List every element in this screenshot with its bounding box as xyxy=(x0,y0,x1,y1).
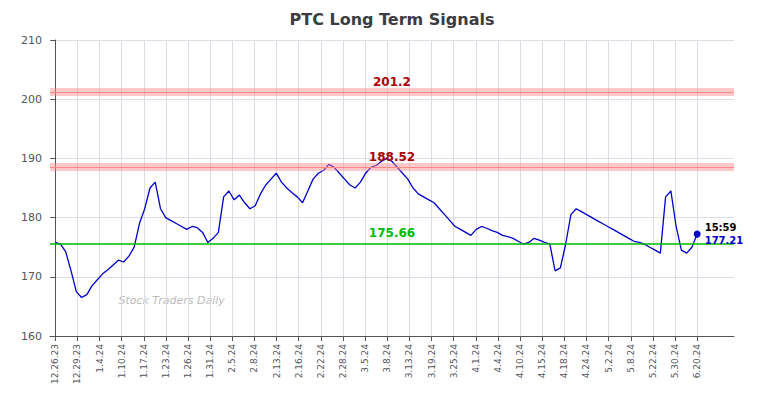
svg-text:12.29.23: 12.29.23 xyxy=(72,344,82,384)
svg-text:5.2.24: 5.2.24 xyxy=(604,344,614,373)
svg-text:177.21: 177.21 xyxy=(705,235,744,246)
svg-text:PTC Long Term Signals: PTC Long Term Signals xyxy=(290,10,495,29)
svg-text:188.52: 188.52 xyxy=(369,150,415,164)
svg-text:5.30.24: 5.30.24 xyxy=(670,344,680,379)
svg-text:4.4.24: 4.4.24 xyxy=(493,344,503,373)
svg-text:200: 200 xyxy=(21,93,42,106)
svg-text:3.5.24: 3.5.24 xyxy=(360,344,370,373)
svg-text:12.26.23: 12.26.23 xyxy=(50,344,60,384)
svg-text:4.1.24: 4.1.24 xyxy=(471,344,481,373)
svg-text:201.2: 201.2 xyxy=(373,75,411,89)
svg-text:2.16.24: 2.16.24 xyxy=(294,344,304,379)
svg-text:3.13.24: 3.13.24 xyxy=(404,344,414,379)
svg-text:1.31.24: 1.31.24 xyxy=(205,344,215,379)
svg-text:210: 210 xyxy=(21,34,42,47)
svg-text:4.24.24: 4.24.24 xyxy=(581,344,591,379)
svg-text:4.15.24: 4.15.24 xyxy=(537,344,547,379)
svg-text:15:59: 15:59 xyxy=(705,222,737,233)
svg-text:5.22.24: 5.22.24 xyxy=(648,344,658,379)
svg-text:1.23.24: 1.23.24 xyxy=(161,344,171,379)
svg-text:3.19.24: 3.19.24 xyxy=(427,344,437,379)
svg-text:2.22.24: 2.22.24 xyxy=(316,344,326,379)
svg-text:190: 190 xyxy=(21,152,42,165)
svg-text:3.25.24: 3.25.24 xyxy=(449,344,459,379)
svg-text:2.28.24: 2.28.24 xyxy=(338,344,348,379)
svg-text:160: 160 xyxy=(21,330,42,343)
svg-text:6.20.24: 6.20.24 xyxy=(692,344,702,379)
svg-text:2.5.24: 2.5.24 xyxy=(227,344,237,373)
svg-text:1.4.24: 1.4.24 xyxy=(95,344,105,373)
svg-text:175.66: 175.66 xyxy=(369,226,415,240)
svg-text:4.10.24: 4.10.24 xyxy=(515,344,525,379)
svg-text:4.18.24: 4.18.24 xyxy=(559,344,569,379)
svg-text:Stock Traders Daily: Stock Traders Daily xyxy=(118,294,225,307)
svg-text:2.8.24: 2.8.24 xyxy=(249,344,259,373)
svg-text:1.10.24: 1.10.24 xyxy=(117,344,127,379)
svg-text:3.8.24: 3.8.24 xyxy=(382,344,392,373)
svg-text:5.8.24: 5.8.24 xyxy=(626,344,636,373)
svg-text:170: 170 xyxy=(21,270,42,283)
svg-text:180: 180 xyxy=(21,211,42,224)
svg-text:1.26.24: 1.26.24 xyxy=(183,344,193,379)
svg-text:1.17.24: 1.17.24 xyxy=(139,344,149,379)
svg-text:2.13.24: 2.13.24 xyxy=(272,344,282,379)
